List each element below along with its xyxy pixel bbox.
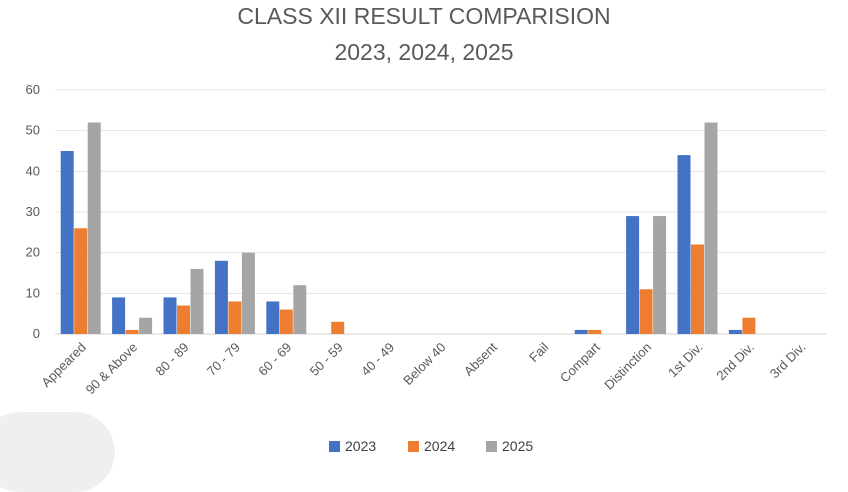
x-tick-label: Fail (526, 339, 551, 364)
x-tick-label: Absent (461, 339, 500, 378)
x-tick-label: 1st Div. (665, 340, 706, 381)
bar-2023-11 (626, 216, 640, 334)
y-tick-label: 0 (33, 326, 40, 341)
bar-2024-2 (177, 305, 190, 334)
bar-2025-2 (190, 268, 204, 334)
y-tick-label: 60 (26, 82, 40, 97)
x-tick-label: Distinction (601, 340, 654, 393)
bar-chart: CLASS XII RESULT COMPARISION 2023, 2024,… (26, 3, 826, 454)
x-tick-label: 90 & Above (83, 340, 141, 398)
bar-2025-4 (293, 285, 307, 334)
legend-label-2023: 2023 (345, 438, 376, 454)
y-tick-label: 20 (26, 245, 40, 260)
legend-swatch-2025 (486, 441, 497, 452)
bar-2024-13 (742, 317, 756, 334)
bar-2023-4 (266, 301, 280, 334)
chart-title-line-2: 2023, 2024, 2025 (334, 39, 513, 65)
bar-2024-3 (228, 301, 242, 334)
legend-label-2025: 2025 (502, 438, 533, 454)
x-tick-label: Appeared (38, 340, 88, 390)
x-tick-label: 80 - 89 (152, 340, 191, 379)
bar-2025-11 (653, 216, 667, 334)
bar-2023-3 (214, 260, 228, 334)
y-tick-label: 50 (26, 123, 40, 138)
bar-2024-4 (279, 309, 293, 334)
bar-2024-0 (74, 228, 88, 334)
x-tick-label: 3rd Div. (767, 340, 809, 382)
bar-2023-10 (574, 329, 588, 334)
bars (60, 122, 756, 335)
bar-2024-1 (125, 329, 139, 334)
y-axis-ticks: 0 10 20 30 40 50 60 (26, 82, 40, 341)
bar-2025-12 (704, 122, 718, 335)
chart-title-line-1: CLASS XII RESULT COMPARISION (237, 3, 610, 29)
legend: 2023 2024 2025 (329, 438, 533, 454)
bar-2023-0 (60, 151, 74, 334)
bar-2023-12 (677, 155, 691, 334)
legend-swatch-2024 (408, 441, 419, 452)
y-tick-label: 30 (26, 204, 40, 219)
x-tick-label: 40 - 49 (358, 340, 397, 379)
x-tick-label: 50 - 59 (307, 340, 346, 379)
bar-2025-0 (87, 122, 101, 335)
x-tick-label: Below 40 (400, 340, 448, 388)
y-tick-label: 10 (26, 285, 40, 300)
bar-2024-5 (331, 321, 345, 334)
x-tick-label: 70 - 79 (204, 340, 243, 379)
legend-swatch-2023 (329, 441, 340, 452)
x-tick-label: 60 - 69 (255, 340, 294, 379)
legend-label-2024: 2024 (424, 438, 455, 454)
bar-2025-1 (139, 317, 153, 334)
x-tick-label: 2nd Div. (713, 340, 757, 384)
bar-2024-10 (588, 329, 602, 334)
y-tick-label: 40 (26, 163, 40, 178)
bar-2024-12 (691, 244, 704, 334)
bar-2023-1 (112, 297, 126, 334)
bar-2025-3 (241, 252, 255, 334)
bar-2023-13 (728, 329, 742, 334)
bar-2024-11 (639, 289, 653, 334)
bar-2023-2 (163, 297, 177, 334)
x-tick-label: Compart (557, 339, 603, 385)
